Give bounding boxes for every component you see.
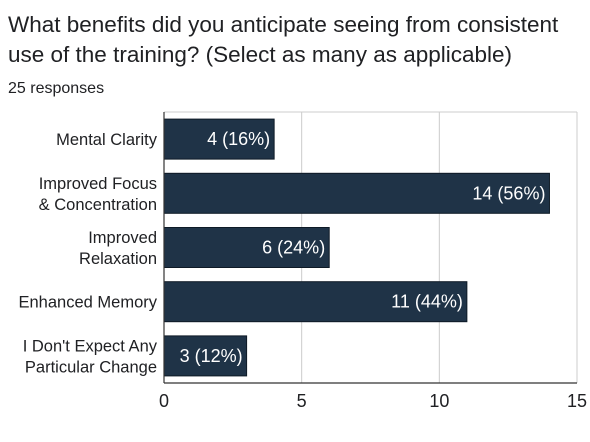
- category-label-1-line-1: & Concentration: [39, 196, 157, 214]
- bar-4: [163, 335, 248, 377]
- category-label-1: Improved Focus & Concentration: [39, 175, 157, 214]
- category-label-3: Enhanced Memory: [19, 294, 158, 312]
- data-label-2: 6 (24%): [262, 238, 325, 258]
- category-label-2-line-1: Relaxation: [79, 250, 157, 268]
- category-label-3-line-0: Enhanced Memory: [19, 294, 158, 312]
- question-title: What benefits did you anticipate seeing …: [8, 12, 559, 67]
- category-label-4-line-0: I Don't Expect Any: [23, 337, 158, 355]
- category-label-2-line-0: Improved: [88, 229, 157, 247]
- category-label-0: Mental Clarity: [56, 131, 158, 149]
- data-label-4: 3 (12%): [180, 346, 243, 366]
- response-count: 25 responses: [8, 80, 105, 97]
- data-label-3: 11 (44%): [391, 292, 463, 312]
- bar-0: [163, 118, 275, 160]
- category-label-1-line-0: Improved Focus: [39, 175, 157, 193]
- x-tick-label-1: 5: [297, 391, 307, 411]
- data-label-1: 14 (56%): [472, 183, 545, 203]
- bar-3: [163, 281, 468, 323]
- category-label-4: I Don't Expect Any Particular Change: [23, 337, 158, 376]
- category-label-4-line-1: Particular Change: [25, 358, 157, 376]
- bar-2: [163, 227, 330, 268]
- x-tick-label-0: 0: [159, 391, 169, 411]
- category-label-2: Improved Relaxation: [79, 229, 157, 268]
- bar-1: [163, 172, 550, 214]
- data-label-0: 4 (16%): [207, 129, 270, 149]
- x-tick-label-2: 10: [429, 391, 449, 411]
- x-tick-label-3: 15: [567, 391, 587, 411]
- category-label-0-line-0: Mental Clarity: [56, 131, 158, 149]
